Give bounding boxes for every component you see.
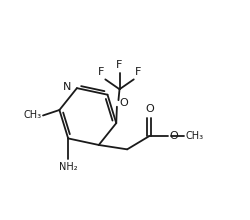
Text: CH₃: CH₃ bbox=[24, 110, 42, 121]
Text: F: F bbox=[116, 60, 123, 70]
Text: O: O bbox=[120, 98, 128, 108]
Text: CH₃: CH₃ bbox=[185, 131, 203, 141]
Text: F: F bbox=[135, 67, 141, 77]
Text: O: O bbox=[170, 131, 178, 141]
Text: N: N bbox=[63, 82, 72, 92]
Text: F: F bbox=[98, 67, 104, 77]
Text: O: O bbox=[145, 104, 154, 114]
Text: NH₂: NH₂ bbox=[59, 162, 78, 172]
